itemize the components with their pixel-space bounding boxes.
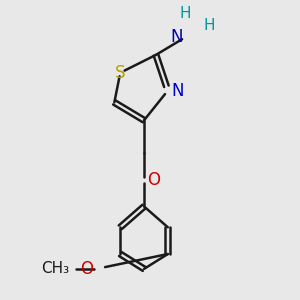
Text: O: O (148, 171, 160, 189)
Text: S: S (115, 64, 125, 82)
Text: H: H (204, 18, 215, 33)
Text: CH₃: CH₃ (42, 261, 70, 276)
Text: N: N (170, 28, 183, 46)
Text: N: N (172, 82, 184, 100)
Text: H: H (180, 6, 191, 21)
Text: O: O (80, 260, 93, 278)
